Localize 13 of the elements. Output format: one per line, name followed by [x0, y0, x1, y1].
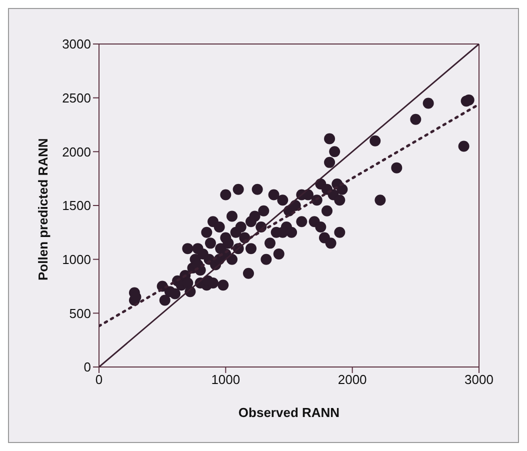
y-tick-label: 0 — [84, 360, 91, 375]
x-tick-label: 1000 — [211, 372, 240, 388]
y-tick-label: 2000 — [62, 144, 91, 160]
y-tick-label: 1000 — [62, 252, 91, 267]
x-axis-title: Observed RANN — [238, 405, 340, 420]
y-tick-label: 2500 — [62, 90, 91, 106]
x-tick-label: 0 — [95, 372, 103, 388]
x-tick-label: 2000 — [338, 372, 367, 388]
x-tick-label: 3000 — [464, 372, 494, 388]
y-tick-label: 1500 — [62, 198, 91, 214]
y-axis-title: Pollen predicted RANN — [36, 138, 51, 280]
y-tick-label: 500 — [69, 306, 91, 321]
y-tick-label: 3000 — [62, 36, 91, 52]
